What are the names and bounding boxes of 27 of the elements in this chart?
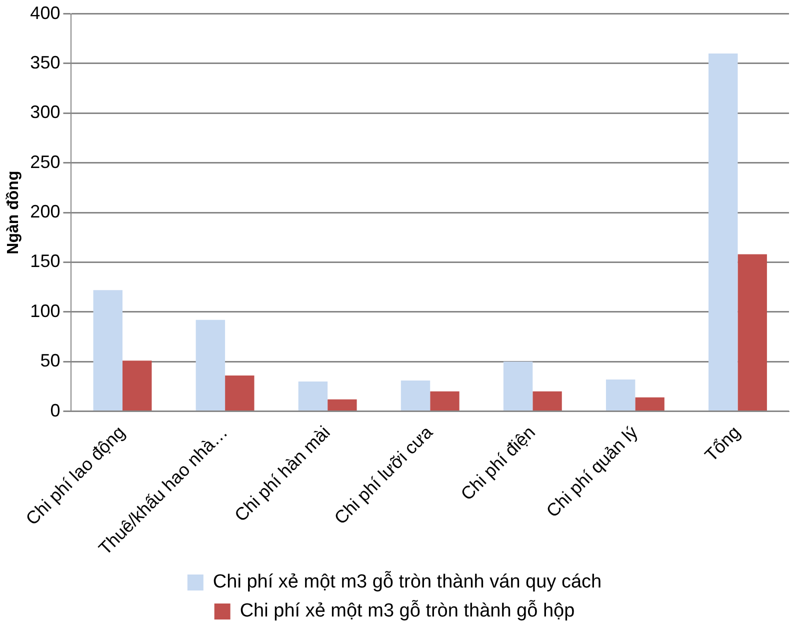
bar [635,397,664,411]
y-axis-title: Ngàn đồng [5,170,22,254]
bar [225,376,254,411]
y-tick-label: 100 [30,300,60,321]
y-tick-label: 350 [30,52,60,72]
bar [93,290,122,411]
legend-label: Chi phí xẻ một m3 gỗ tròn thành gỗ hộp [240,600,575,622]
y-tick-label: 0 [50,400,60,420]
bar [400,380,430,411]
bar [196,320,226,411]
bar [708,54,738,411]
bar [532,391,562,411]
y-tick-label: 300 [30,102,60,122]
y-tick-label: 150 [30,251,60,272]
y-tick-label: 400 [30,2,60,23]
y-tick-label: 250 [30,152,60,172]
bar [298,381,328,411]
x-tick-label: Chi phí điện [456,422,539,504]
bar [328,399,357,411]
bar [738,254,767,411]
legend-label: Chi phí xẻ một m3 gỗ tròn thành ván quy cách [212,570,602,593]
y-tick-label: 200 [30,202,60,222]
bar [503,362,533,411]
y-tick-label: 50 [40,350,60,371]
bar [606,380,636,411]
bar [122,360,152,411]
bar [430,391,460,411]
